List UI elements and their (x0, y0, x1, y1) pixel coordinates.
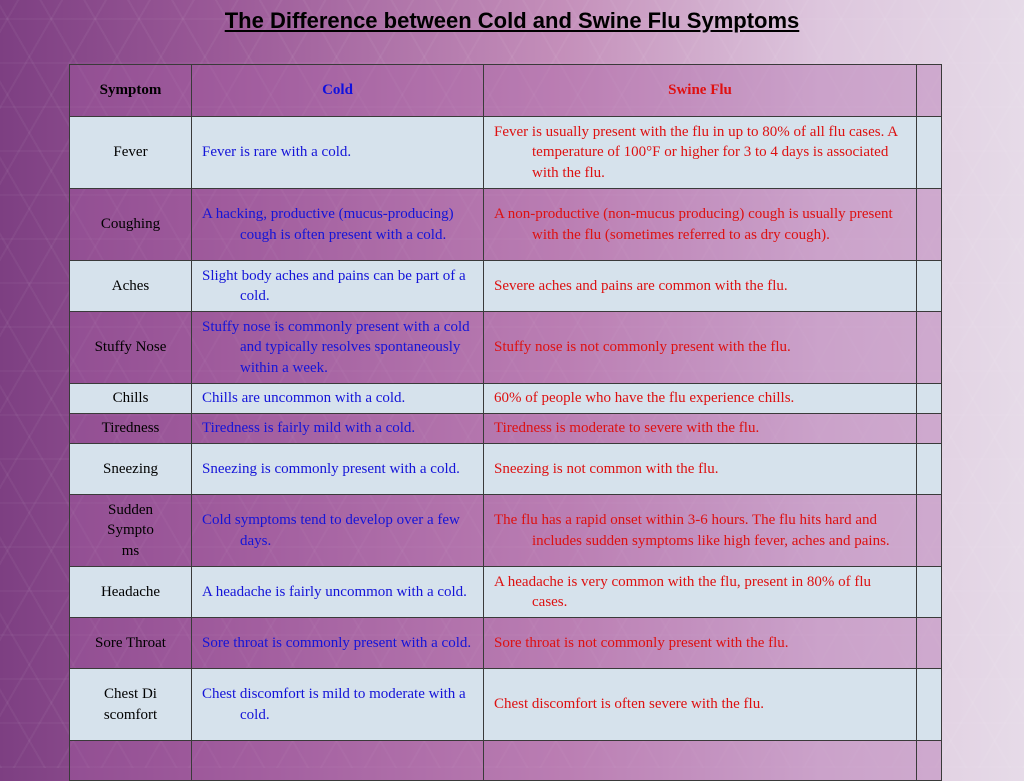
table-row: Tiredness Tiredness is fairly mild with … (69, 413, 942, 444)
flu-text: A non-productive (non-mucus producing) c… (494, 206, 893, 243)
empty-cell (916, 443, 942, 495)
symptom-cell: Stuffy Nose (69, 311, 192, 384)
table-row: Chills Chills are uncommon with a cold. … (69, 383, 942, 414)
flu-text: Chest discomfort is often severe with th… (494, 696, 764, 713)
empty-cell (916, 116, 942, 189)
flu-text: Stuffy nose is not commonly present with… (494, 339, 791, 356)
symptom-text: Chest Discomfort (103, 686, 158, 723)
flu-cell (483, 740, 917, 781)
cold-text: Tiredness is fairly mild with a cold. (202, 420, 416, 437)
cold-cell: Slight body aches and pains can be part … (191, 260, 484, 312)
table-row (69, 740, 942, 781)
flu-cell: A non-productive (non-mucus producing) c… (483, 188, 917, 261)
cold-cell: Chills are uncommon with a cold. (191, 383, 484, 414)
symptom-cell: Tiredness (69, 413, 192, 444)
flu-cell: Severe aches and pains are common with t… (483, 260, 917, 312)
flu-text: Severe aches and pains are common with t… (494, 277, 788, 294)
empty-cell (916, 188, 942, 261)
symptom-cell (69, 740, 192, 781)
flu-cell: Chest discomfort is often severe with th… (483, 668, 917, 741)
table-row: Sudden Symptoms Cold symptoms tend to de… (69, 494, 942, 567)
cold-cell: A hacking, productive (mucus-producing) … (191, 188, 484, 261)
cold-text: A hacking, productive (mucus-producing) … (202, 206, 454, 243)
symptom-comparison-table: Symptom Cold Swine Flu Fever Fever is ra… (69, 64, 942, 781)
page-title: The Difference between Cold and Swine Fl… (224, 8, 800, 33)
cold-cell: Chest discomfort is mild to moderate wit… (191, 668, 484, 741)
cold-text: Sore throat is commonly present with a c… (202, 634, 472, 651)
empty-cell (916, 260, 942, 312)
empty-cell (916, 383, 942, 414)
flu-text: Fever is usually present with the flu in… (494, 123, 898, 181)
header-empty (916, 64, 942, 117)
table-row: Headache A headache is fairly uncommon w… (69, 566, 942, 618)
table-row: Sneezing Sneezing is commonly present wi… (69, 443, 942, 495)
flu-cell: A headache is very common with the flu, … (483, 566, 917, 618)
header-symptom: Symptom (69, 64, 192, 117)
flu-cell: Sore throat is not commonly present with… (483, 617, 917, 669)
table-row: Sore Throat Sore throat is commonly pres… (69, 617, 942, 669)
cold-text: Cold symptoms tend to develop over a few… (202, 512, 460, 549)
flu-text: Sore throat is not commonly present with… (494, 634, 789, 651)
flu-cell: 60% of people who have the flu experienc… (483, 383, 917, 414)
flu-cell: Tiredness is moderate to severe with the… (483, 413, 917, 444)
cold-text: A headache is fairly uncommon with a col… (202, 583, 467, 600)
cold-text: Chills are uncommon with a cold. (202, 390, 406, 407)
flu-text: A headache is very common with the flu, … (494, 573, 871, 611)
symptom-cell: Aches (69, 260, 192, 312)
empty-cell (916, 494, 942, 567)
empty-cell (916, 617, 942, 669)
symptom-cell: Sneezing (69, 443, 192, 495)
table-row: Chest Discomfort Chest discomfort is mil… (69, 668, 942, 741)
cold-text: Stuffy nose is commonly present with a c… (202, 318, 470, 376)
symptom-cell: Chest Discomfort (69, 668, 192, 741)
cold-cell: Fever is rare with a cold. (191, 116, 484, 189)
flu-text: 60% of people who have the flu experienc… (494, 390, 795, 407)
empty-cell (916, 566, 942, 618)
empty-cell (916, 740, 942, 781)
table-header-row: Symptom Cold Swine Flu (69, 64, 942, 117)
table-row: Aches Slight body aches and pains can be… (69, 260, 942, 312)
symptom-cell: Sore Throat (69, 617, 192, 669)
cold-text: Fever is rare with a cold. (202, 144, 352, 161)
cold-cell: Sneezing is commonly present with a cold… (191, 443, 484, 495)
flu-cell: Sneezing is not common with the flu. (483, 443, 917, 495)
table-row: Coughing A hacking, productive (mucus-pr… (69, 188, 942, 261)
symptom-cell: Fever (69, 116, 192, 189)
flu-cell: Fever is usually present with the flu in… (483, 116, 917, 189)
header-cold: Cold (191, 64, 484, 117)
empty-cell (916, 413, 942, 444)
cold-cell: Stuffy nose is commonly present with a c… (191, 311, 484, 384)
flu-text: The flu has a rapid onset within 3-6 hou… (494, 512, 890, 549)
empty-cell (916, 668, 942, 741)
cold-cell: Cold symptoms tend to develop over a few… (191, 494, 484, 567)
header-swine-flu: Swine Flu (483, 64, 917, 117)
flu-text: Sneezing is not common with the flu. (494, 460, 719, 477)
cold-cell: Tiredness is fairly mild with a cold. (191, 413, 484, 444)
flu-cell: The flu has a rapid onset within 3-6 hou… (483, 494, 917, 567)
table-row: Fever Fever is rare with a cold. Fever i… (69, 116, 942, 189)
cold-text: Sneezing is commonly present with a cold… (202, 460, 460, 477)
cold-cell: Sore throat is commonly present with a c… (191, 617, 484, 669)
flu-text: Tiredness is moderate to severe with the… (494, 420, 760, 437)
symptom-text: Sudden Symptoms (107, 501, 154, 559)
cold-text: Chest discomfort is mild to moderate wit… (202, 686, 466, 723)
symptom-cell: Headache (69, 566, 192, 618)
table-row: Stuffy Nose Stuffy nose is commonly pres… (69, 311, 942, 384)
flu-cell: Stuffy nose is not commonly present with… (483, 311, 917, 384)
symptom-cell: Coughing (69, 188, 192, 261)
symptom-cell: Sudden Symptoms (69, 494, 192, 567)
cold-cell: A headache is fairly uncommon with a col… (191, 566, 484, 618)
cold-text: Slight body aches and pains can be part … (202, 267, 466, 305)
symptom-cell: Chills (69, 383, 192, 414)
cold-cell (191, 740, 484, 781)
empty-cell (916, 311, 942, 384)
